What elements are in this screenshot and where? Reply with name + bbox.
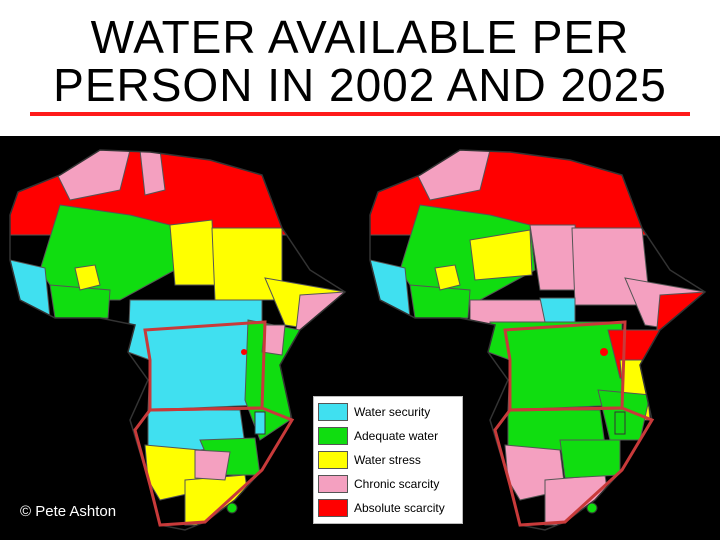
title-underline (30, 112, 690, 116)
region-somalia-chronic-2002 (294, 291, 345, 351)
southern-outline-2002 (133, 406, 295, 527)
region-southafrica-stress-2002 (184, 474, 251, 526)
region-niger-stress-2025 (469, 229, 533, 281)
legend-swatch-stress (318, 451, 348, 469)
title-area: WATER AVAILABLE PER PERSON IN 2002 AND 2… (0, 0, 720, 136)
legend-label-absolute: Absolute scarcity (354, 501, 445, 515)
legend-swatch-chronic (318, 475, 348, 493)
southern-outline-2025 (493, 406, 655, 527)
region-westcoast-security-2002 (10, 259, 51, 319)
title-line-2: PERSON IN 2002 AND 2025 (53, 59, 667, 111)
legend-label-stress: Water stress (354, 453, 421, 467)
lesotho-2025 (586, 502, 598, 514)
legend-label-chronic: Chronic scarcity (354, 477, 440, 491)
region-chad-stress-2002 (169, 219, 216, 286)
legend-swatch-security (318, 403, 348, 421)
copyright-credit: © Pete Ashton (20, 503, 117, 520)
rwanda-2025 (600, 348, 608, 356)
region-botswana-chronic-2002 (194, 449, 231, 481)
region-burkina-stress-2002 (74, 264, 101, 291)
region-north-absolute-2025 (370, 150, 705, 236)
lesotho-2002 (226, 502, 238, 514)
legend-item-chronic: Chronic scarcity (314, 473, 462, 495)
legend-item-stress: Water stress (314, 449, 462, 471)
region-westafrica-adequate-2002 (49, 284, 111, 319)
legend-swatch-adequate (318, 427, 348, 445)
madagascar-2025 (614, 411, 626, 435)
map-2002 (9, 149, 347, 531)
region-somalia-absolute-2025 (654, 291, 705, 361)
region-car-security-2025 (539, 297, 576, 323)
legend: Water security Adequate water Water stre… (313, 396, 463, 524)
region-southafrica-chronic-2025 (544, 474, 611, 526)
legend-label-security: Water security (354, 405, 431, 419)
region-zimbabwe-adequate-2025 (559, 439, 621, 479)
madagascar-2002 (254, 411, 266, 435)
legend-item-absolute: Absolute scarcity (314, 497, 462, 519)
region-tunisia-chronic-2002 (139, 150, 166, 196)
legend-label-adequate: Adequate water (354, 429, 439, 443)
rwanda-2002 (241, 349, 247, 355)
region-east-adequate-2002 (244, 319, 301, 441)
legend-item-security: Water security (314, 401, 462, 423)
legend-swatch-absolute (318, 499, 348, 517)
title-line-1: WATER AVAILABLE PER (90, 11, 630, 63)
region-westcoast-security-2025 (370, 259, 411, 319)
region-burkina-stress-2025 (434, 264, 461, 291)
region-westafrica-adequate-2025 (409, 284, 471, 319)
legend-item-adequate: Adequate water (314, 425, 462, 447)
